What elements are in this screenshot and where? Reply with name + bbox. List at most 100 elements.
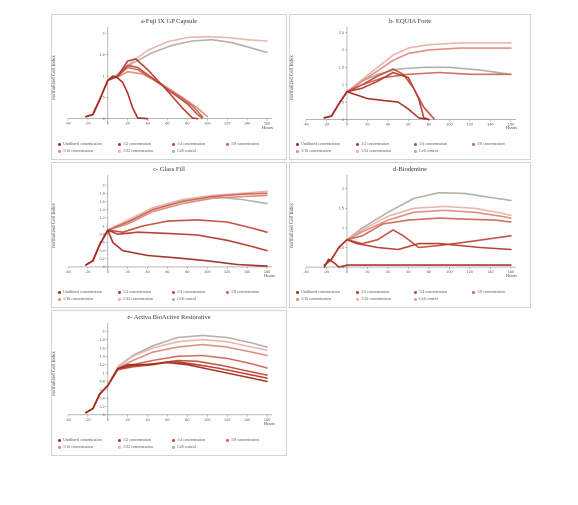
- chart-panel-d: d-Biodentine -40 -20 0 20 40 60 80 100 120 140 160…: [289, 162, 531, 308]
- x-tick-label: -20: [85, 418, 91, 422]
- chart-legend: Undiluted concentration 1/2 concentratio…: [52, 141, 286, 159]
- chart-legend: Undiluted concentration 1/2 concentratio…: [52, 289, 286, 307]
- chart-legend: Undiluted concentration 1/2 concentratio…: [52, 437, 286, 455]
- y-tick-label: 1: [342, 83, 344, 87]
- y-tick-label: 0: [342, 265, 344, 269]
- legend-item: Cell control: [414, 296, 438, 301]
- x-tick-label: 40: [386, 270, 390, 274]
- legend-item: 1/2 concentration: [356, 141, 389, 146]
- x-tick-label: -40: [303, 123, 309, 127]
- x-tick-label: 140: [487, 123, 493, 127]
- y-tick-label: 0: [342, 118, 344, 122]
- x-axis-label: Hours: [506, 273, 517, 278]
- y-tick-label: 0.4: [100, 396, 105, 400]
- y-tick-label: 2: [103, 183, 105, 187]
- y-tick-label: 0.5: [339, 100, 344, 104]
- series-line-1: [323, 90, 430, 121]
- legend-item: Undiluted concentration: [58, 437, 102, 442]
- series-line-2: [85, 58, 199, 120]
- y-tick-label: 1.4: [100, 355, 105, 359]
- legend-item: 1/32 concentration: [118, 296, 153, 301]
- x-tick-label: -20: [85, 122, 91, 126]
- y-tick-label: 1: [342, 226, 344, 230]
- y-tick-label: 2: [103, 32, 105, 36]
- legend-item: 1/16 concentration: [58, 296, 93, 301]
- legend-item: 1/32 concentration: [356, 296, 391, 301]
- chart-legend: Undiluted concentration 1/2 concentratio…: [290, 141, 530, 159]
- x-tick-label: -20: [324, 123, 330, 127]
- chart-panel-c: c- Glass Fill -40 -20 0 20 40 60 80 100 120 140 16…: [51, 162, 287, 308]
- legend-item: 1/8 concentration: [226, 289, 259, 294]
- y-axis-label: normalized Cell Index: [289, 203, 295, 248]
- y-tick-label: 2: [103, 330, 105, 334]
- chart-title: c- Glass Fill: [153, 166, 185, 173]
- series-line-1: [85, 229, 268, 267]
- x-tick-label: 100: [446, 123, 452, 127]
- series-line-6: [323, 205, 512, 266]
- x-tick-label: 140: [487, 270, 493, 274]
- x-tick-label: 100: [446, 270, 452, 274]
- y-tick-label: 0.6: [100, 388, 105, 392]
- legend-item: 1/4 concentration: [172, 141, 205, 146]
- legend-item: 1/32 concentration: [118, 444, 153, 449]
- x-axis-label: Hours: [264, 273, 275, 278]
- x-tick-label: -20: [324, 270, 330, 274]
- y-tick-label: 1.5: [339, 66, 344, 70]
- x-tick-label: 160: [508, 270, 514, 274]
- y-tick-label: 1.5: [339, 207, 344, 211]
- legend-item: 1/2 concentration: [118, 437, 151, 442]
- x-tick-label: 0: [346, 123, 348, 127]
- series-line-6: [323, 42, 512, 119]
- x-tick-label: 100: [204, 270, 210, 274]
- chart-title: e- Activa BioActive Restorative: [127, 314, 211, 321]
- chart-panel-b: b- EQUIA Forte -40 -20 0 20 40 60 80 100 120 140 1…: [289, 14, 531, 160]
- series-line-2: [85, 229, 268, 266]
- series-line-5: [323, 47, 512, 119]
- legend-item: Cell control: [172, 296, 196, 301]
- y-tick-label: 1: [103, 74, 105, 78]
- x-tick-label: 40: [145, 122, 149, 126]
- y-axis-label: normalized Cell Index: [51, 351, 57, 396]
- legend-item: Undiluted concentration: [296, 141, 340, 146]
- chart-plot: -40 -20 0 20 40 60 80 100 120 140 160 0 0.5 1 1.5 2 2.5: [303, 27, 516, 127]
- x-tick-label: 60: [165, 122, 169, 126]
- x-tick-label: 160: [264, 270, 270, 274]
- y-tick-label: 1.6: [100, 200, 105, 204]
- y-tick-label: 2.5: [339, 31, 344, 35]
- x-tick-label: 60: [406, 123, 410, 127]
- chart-plot: -40 -20 0 20 40 60 80 100 120 140 160 0 0.5 1 1.5 2: [303, 175, 516, 274]
- series-line-2: [323, 238, 512, 266]
- chart-legend: Undiluted concentration 1/2 concentratio…: [290, 289, 530, 307]
- chart-plot: -40 -20 0 20 40 60 80 100 120 140 160 0 0.5 1 1.5 2: [65, 27, 272, 126]
- x-tick-label: 40: [386, 123, 390, 127]
- y-tick-label: 0.4: [100, 249, 105, 253]
- y-tick-label: 1.5: [100, 53, 105, 57]
- y-tick-label: 0: [103, 117, 105, 121]
- x-tick-label: 160: [508, 123, 514, 127]
- legend-item: 1/4 concentration: [172, 437, 205, 442]
- series-line-1: [85, 75, 149, 120]
- x-axis-label: Hours: [264, 421, 275, 426]
- legend-item: Undiluted concentration: [296, 289, 340, 294]
- chart-plot: -40 -20 0 20 40 60 80 100 120 140 160 0 0.2 0.4 0.6 0.8…: [65, 175, 272, 274]
- x-tick-label: 20: [365, 123, 369, 127]
- legend-item: 1/2 concentration: [118, 141, 151, 146]
- x-tick-label: 0: [107, 122, 109, 126]
- x-tick-label: 60: [165, 418, 169, 422]
- x-tick-label: 20: [126, 418, 130, 422]
- x-tick-label: 60: [406, 270, 410, 274]
- x-tick-label: 100: [204, 418, 210, 422]
- y-tick-label: 0.5: [339, 246, 344, 250]
- x-tick-label: -40: [65, 418, 71, 422]
- chart-panel-e: e- Activa BioActive Restorative -40 -20 0 2…: [51, 310, 287, 456]
- series-line-1: [323, 258, 512, 268]
- legend-item: 1/32 concentration: [356, 148, 391, 153]
- series-line-5: [85, 70, 209, 118]
- x-tick-label: 0: [107, 418, 109, 422]
- y-tick-label: 0.6: [100, 241, 105, 245]
- x-tick-label: 0: [107, 270, 109, 274]
- x-tick-label: 120: [467, 270, 473, 274]
- x-tick-label: 20: [126, 270, 130, 274]
- legend-item: Cell control: [172, 148, 196, 153]
- y-tick-label: 1: [103, 224, 105, 228]
